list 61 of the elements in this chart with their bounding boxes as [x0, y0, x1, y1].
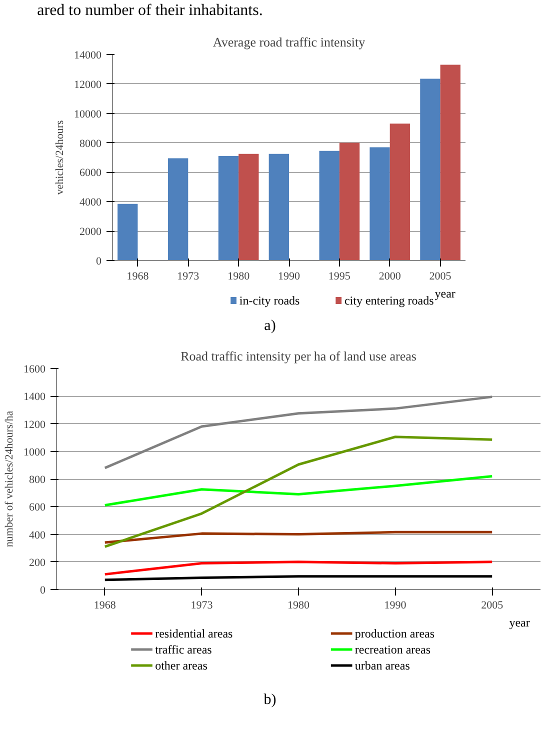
x-tick-label: 2000 — [378, 270, 402, 282]
text: b) — [264, 691, 276, 710]
chart-title: Average road traffic intensity — [212, 34, 366, 50]
y-tick-label: 2000 — [80, 226, 102, 238]
x-tick-label: 1968 — [126, 270, 150, 282]
x-tick-label: 1980 — [288, 600, 310, 612]
bar — [268, 154, 289, 260]
y-tick-label: 1200 — [24, 419, 46, 432]
line-series — [104, 436, 494, 548]
y-tick-label: 1000 — [24, 446, 46, 459]
x-axis-title: year — [434, 286, 456, 300]
x-tick-label: 1980 — [228, 270, 250, 282]
y-axis-title: vehicles/24hours — [54, 120, 66, 195]
legend-label: city entering roads — [344, 293, 434, 308]
x-tick-label: 1990 — [384, 600, 407, 612]
line-series — [104, 475, 494, 507]
line-series — [104, 396, 494, 470]
bar — [118, 204, 138, 260]
bar — [440, 64, 460, 260]
y-tick-label: 200 — [29, 557, 46, 570]
y-tick-label: 1600 — [24, 364, 46, 376]
y-tick-label: 12000 — [74, 78, 102, 91]
bar — [218, 156, 239, 260]
legend-label: recreation areas — [354, 642, 431, 657]
x-tick-label: 1973 — [177, 270, 200, 282]
bar — [319, 150, 340, 260]
legend-label: production areas — [354, 626, 435, 641]
legend-label: urban areas — [354, 658, 410, 673]
y-tick-label: 6000 — [80, 167, 102, 180]
x-tick-label: 2005 — [429, 270, 452, 282]
y-axis-title: number of vehicles/24hours/ha — [4, 411, 16, 548]
y-tick-label: 4000 — [80, 196, 102, 208]
x-tick-label: 1973 — [190, 600, 214, 612]
bar — [420, 78, 440, 260]
legend-label: in-city roads — [239, 293, 300, 308]
x-tick-label: 2005 — [481, 600, 504, 612]
y-tick-label: 800 — [29, 474, 46, 486]
y-tick-label: 400 — [29, 530, 46, 542]
text: a) — [264, 316, 276, 336]
bar — [370, 147, 390, 260]
text: ared to number of their inhabitants. — [37, 1, 263, 21]
bar — [238, 154, 259, 260]
x-tick-label: 1968 — [94, 600, 116, 612]
y-tick-label: 0 — [96, 255, 102, 268]
y-tick-label: 600 — [29, 502, 46, 514]
y-tick-label: 1400 — [24, 391, 46, 404]
legend-label: residential areas — [155, 626, 234, 641]
bar — [168, 158, 188, 260]
legend-label: traffic areas — [155, 642, 212, 657]
bar — [339, 142, 360, 260]
x-axis-title: year — [509, 616, 530, 630]
line-series — [104, 531, 494, 544]
chart-title: Road traffic intensity per ha of land use areas — [180, 348, 416, 364]
legend-label: other areas — [155, 658, 208, 673]
bar — [390, 124, 410, 260]
x-tick-label: 1995 — [328, 270, 351, 282]
x-tick-label: 1990 — [278, 270, 300, 282]
y-tick-label: 14000 — [74, 49, 102, 62]
y-tick-label: 0 — [40, 584, 46, 597]
y-tick-label: 10000 — [74, 108, 102, 120]
y-tick-label: 8000 — [80, 138, 102, 150]
